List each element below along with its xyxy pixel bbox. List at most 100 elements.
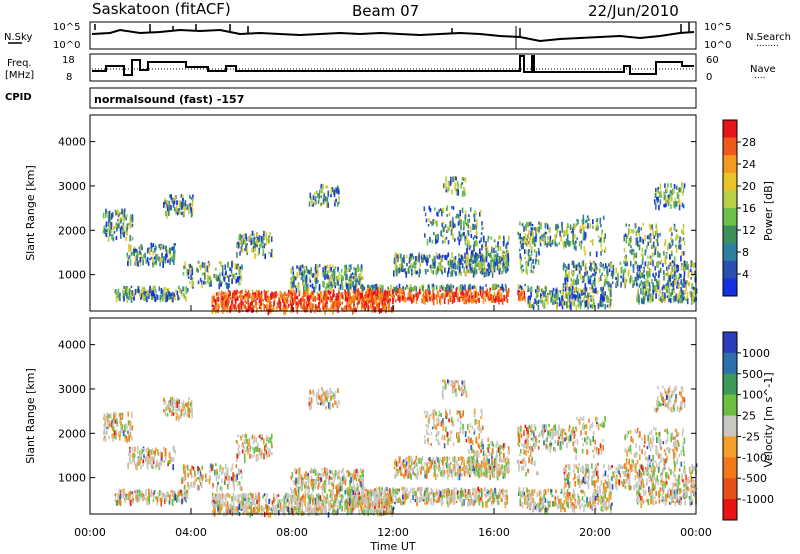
power-cell <box>435 234 437 238</box>
velocity-cell <box>175 404 177 409</box>
power-cell <box>265 298 267 302</box>
power-cell <box>170 204 172 211</box>
power-cell <box>310 292 312 299</box>
power-cell <box>129 259 132 266</box>
power-cell <box>168 291 170 297</box>
velocity-cell <box>244 506 247 513</box>
power-cell <box>221 281 223 284</box>
power-cell <box>130 295 132 300</box>
velocity-cell <box>237 434 239 438</box>
power-cell <box>629 249 632 254</box>
power-cell <box>323 295 325 301</box>
power-cell <box>312 273 314 278</box>
power-cell <box>398 283 401 289</box>
power-cell <box>676 264 678 269</box>
power-cell <box>572 233 574 238</box>
power-cell <box>326 304 328 310</box>
power-cell <box>309 192 312 199</box>
power-cell <box>664 295 666 299</box>
power-cell <box>155 258 158 263</box>
power-cell <box>280 308 283 311</box>
velocity-cell <box>175 415 178 421</box>
power-cell <box>642 288 645 295</box>
power-cell <box>474 292 477 298</box>
velocity-cell <box>110 421 113 428</box>
power-cell <box>244 240 247 245</box>
power-cell <box>331 280 333 284</box>
power-cell <box>391 290 394 294</box>
power-cell <box>669 196 671 200</box>
velocity-cell <box>138 457 141 461</box>
power-cell <box>479 211 481 217</box>
velocity-cell <box>138 459 140 465</box>
velocity-cell <box>254 507 257 514</box>
power-cell <box>641 237 643 243</box>
power-cell <box>330 188 333 195</box>
power-cell <box>433 232 435 236</box>
power-cell <box>497 288 500 293</box>
power-cell <box>347 285 350 288</box>
power-cell <box>582 279 584 283</box>
power-cell <box>670 268 673 273</box>
power-cell <box>115 211 117 216</box>
power-cell <box>615 281 618 287</box>
power-cell <box>349 268 351 273</box>
power-cell <box>123 213 126 220</box>
power-cell <box>323 197 325 201</box>
power-cell <box>452 263 455 268</box>
power-cell <box>228 276 230 282</box>
power-cell <box>339 292 342 297</box>
power-cell <box>319 292 322 300</box>
power-cell <box>589 279 592 284</box>
power-cell <box>190 197 193 200</box>
power-cell <box>334 301 336 308</box>
power-cell <box>104 227 106 234</box>
power-cell <box>164 200 167 205</box>
power-cell <box>635 237 638 242</box>
power-cell <box>358 267 361 271</box>
power-cell <box>606 276 608 283</box>
power-cell <box>580 240 583 244</box>
power-cell <box>616 281 619 287</box>
power-cell <box>426 290 428 293</box>
power-cell <box>321 272 324 275</box>
velocity-cell <box>108 423 111 427</box>
power-cell <box>245 301 248 305</box>
power-cell <box>123 208 126 213</box>
power-cell <box>462 286 464 290</box>
power-cell <box>556 229 558 234</box>
power-cell <box>481 287 484 291</box>
power-cell <box>527 260 530 267</box>
velocity-cell <box>187 473 189 478</box>
velocity-cell <box>172 457 175 462</box>
velocity-cell <box>243 438 246 445</box>
power-cell <box>517 231 520 235</box>
power-cell <box>224 291 227 295</box>
power-cell <box>653 252 655 257</box>
power-cell <box>269 231 271 236</box>
power-cell <box>677 234 679 239</box>
power-cell <box>304 305 307 311</box>
power-cell <box>166 288 169 295</box>
power-cell <box>464 284 466 291</box>
power-cell <box>141 256 144 262</box>
power-cell <box>425 256 427 263</box>
power-cell <box>315 269 318 274</box>
power-cell <box>268 235 270 239</box>
power-cell <box>240 293 242 299</box>
power-cell <box>336 188 338 194</box>
power-cell <box>373 298 375 305</box>
velocity-cell <box>186 464 189 469</box>
power-cell <box>670 283 673 286</box>
power-cell <box>389 288 392 291</box>
power-cell <box>536 300 538 306</box>
velocity-cell <box>254 503 257 507</box>
power-cell <box>299 267 302 272</box>
colorbar-swatch <box>723 172 737 191</box>
power-cell <box>472 250 474 256</box>
velocity-cell <box>145 456 147 461</box>
power-cell <box>317 295 319 299</box>
velocity-cell <box>266 447 269 451</box>
power-cell <box>469 259 471 265</box>
power-cell <box>530 221 532 227</box>
